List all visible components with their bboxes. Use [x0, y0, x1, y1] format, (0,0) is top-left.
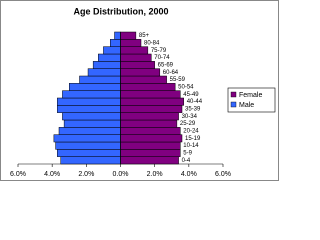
bar [114, 31, 121, 40]
category-label: 5-9 [183, 151, 192, 157]
bar [60, 156, 121, 165]
bar [120, 46, 149, 55]
bar [120, 112, 179, 121]
bar [98, 53, 121, 62]
x-tick-label: 6.0% [10, 171, 26, 178]
bar [62, 112, 121, 121]
bar [63, 119, 121, 128]
bar [79, 75, 121, 84]
bar [55, 141, 121, 150]
category-label: 65-69 [158, 63, 174, 69]
bar [120, 39, 142, 47]
bar [120, 134, 183, 143]
bar [120, 83, 176, 91]
bar [120, 90, 181, 99]
bar [120, 61, 155, 69]
bar [120, 149, 181, 157]
bar [69, 83, 121, 91]
x-tick-label: 4.0% [44, 171, 60, 178]
category-label: 35-39 [185, 107, 201, 113]
category-label: 20-24 [183, 129, 199, 135]
category-label: 40-44 [187, 99, 203, 105]
bar [120, 31, 137, 40]
bar [120, 119, 178, 128]
bar [92, 61, 121, 69]
x-tick-label: 6.0% [215, 171, 231, 178]
category-label: 60-64 [163, 70, 179, 76]
category-label: 50-54 [178, 85, 194, 91]
bar [57, 97, 121, 106]
category-label: 75-79 [151, 48, 167, 54]
bar [58, 127, 121, 135]
bar [120, 68, 161, 77]
category-label: 30-34 [182, 114, 198, 120]
bar [87, 68, 121, 77]
category-label: 25-29 [180, 121, 196, 127]
bar [120, 105, 183, 113]
x-tick-label: 4.0% [181, 171, 197, 178]
category-label: 55-59 [170, 77, 186, 83]
category-label: 45-49 [183, 92, 199, 98]
bar [62, 90, 121, 99]
category-label: 10-14 [183, 143, 199, 149]
legend-swatch [230, 101, 237, 108]
bar [120, 75, 167, 84]
chart-title: Age Distribution, 2000 [73, 6, 168, 16]
category-label: 70-74 [154, 55, 170, 61]
bar [120, 53, 152, 62]
chart: Age Distribution, 2000 6.0% 4.0% 2.0% 0.0% 2… [0, 0, 279, 181]
x-tick-label: 2.0% [147, 171, 163, 178]
legend-swatch [230, 91, 237, 98]
legend-label: Male [239, 102, 254, 109]
category-label: 80-84 [144, 41, 160, 47]
bar [120, 156, 179, 165]
bar [57, 149, 121, 157]
bar [57, 105, 121, 113]
category-label: 85+ [139, 33, 150, 39]
x-tick-label: 2.0% [78, 171, 94, 178]
bar [53, 134, 121, 143]
bar [120, 141, 181, 150]
category-label: 0-4 [182, 158, 191, 164]
legend-label: Female [239, 92, 262, 99]
bar [110, 39, 121, 47]
bar [103, 46, 121, 55]
bar [120, 97, 184, 106]
x-tick-label: 0.0% [113, 171, 129, 178]
bar [120, 127, 181, 135]
category-label: 15-19 [185, 136, 201, 142]
